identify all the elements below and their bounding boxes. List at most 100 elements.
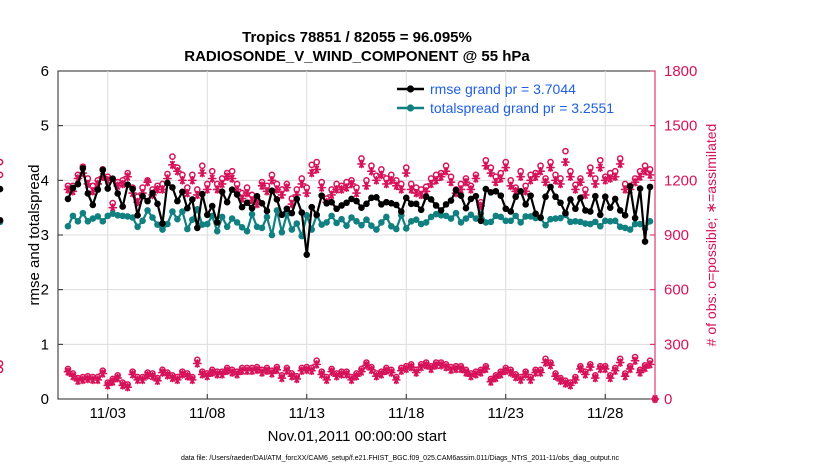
obs-low-possible-marker xyxy=(154,374,161,382)
obs-low-possible-marker xyxy=(149,370,156,377)
obs-low-possible-marker xyxy=(611,364,619,372)
obs-low-possible-marker xyxy=(253,363,261,371)
totalspread-point xyxy=(507,217,515,225)
rmse-point xyxy=(641,238,649,245)
rmse-point xyxy=(363,200,370,208)
obs-low-possible-marker xyxy=(477,366,485,374)
totalspread-point xyxy=(213,227,221,235)
obs-assimilated-marker xyxy=(531,172,540,182)
rmse-point xyxy=(472,192,480,200)
rmse-point xyxy=(567,196,574,203)
obs-possible-marker xyxy=(517,167,525,175)
rmse-point xyxy=(502,205,510,213)
totalspread-point xyxy=(104,212,112,220)
obs-assimilated-marker xyxy=(247,195,257,205)
totalspread-point xyxy=(333,219,340,227)
totalspread-point xyxy=(283,210,291,218)
totalspread-point xyxy=(223,223,231,231)
obs-low-assimilated-marker xyxy=(192,359,202,368)
obs-low-possible-marker xyxy=(268,367,276,375)
x-tick-label: 11/18 xyxy=(388,405,424,422)
obs-low-possible-marker xyxy=(99,367,107,375)
rmse-point xyxy=(582,207,589,214)
rmse-point xyxy=(412,200,420,208)
obs-possible-marker xyxy=(397,180,405,188)
x-tick-label: 11/13 xyxy=(289,405,325,422)
obs-possible-marker xyxy=(378,166,385,173)
totalspread-point xyxy=(542,221,549,229)
totalspread-point xyxy=(447,215,455,222)
rmse-point xyxy=(462,204,470,212)
totalspread-point xyxy=(74,218,82,225)
obs-assimilated-marker xyxy=(108,203,118,213)
rmse-point xyxy=(164,179,171,187)
rmse-point xyxy=(378,201,385,208)
obs-assimilated-marker xyxy=(516,172,526,182)
obs-assimilated-marker xyxy=(63,185,73,194)
obs-possible-marker xyxy=(437,169,445,177)
y-right-tick-label: 300 xyxy=(664,336,689,353)
totalspread-point xyxy=(412,216,420,223)
obs-assimilated-marker xyxy=(207,174,217,183)
rmse-point xyxy=(497,192,505,199)
totalspread-point xyxy=(323,219,330,226)
obs-possible-marker xyxy=(447,173,455,181)
rmse-point xyxy=(283,205,291,213)
obs-possible-marker xyxy=(119,176,127,184)
rmse-point xyxy=(358,204,365,211)
obs-low-assimilated-marker xyxy=(615,358,625,367)
obs-low-possible-marker xyxy=(552,370,559,377)
obs-assimilated-marker xyxy=(605,174,615,183)
rmse-point xyxy=(417,206,425,214)
y-left-tick-label: 5 xyxy=(41,118,49,135)
rmse-point xyxy=(288,209,296,217)
obs-low-possible-series xyxy=(0,353,654,388)
x-tick-label: 11/08 xyxy=(189,405,225,422)
rmse-point xyxy=(557,199,564,207)
rmse-point xyxy=(572,205,579,213)
y-axis-label-right: # of obs: o=possible; ∗=assimilated xyxy=(703,124,719,347)
rmse-point xyxy=(467,195,475,203)
footer-note: data file: /Users/raeder/DAI/ATM_forcXX/… xyxy=(181,455,620,462)
rmse-point xyxy=(626,183,634,190)
obs-low-possible-marker xyxy=(203,370,211,377)
totalspread-point xyxy=(572,218,579,225)
end-point-star xyxy=(650,394,660,404)
obs-possible-marker xyxy=(492,173,500,181)
obs-assimilated-marker xyxy=(177,175,187,185)
legend-marker-spread xyxy=(406,104,415,112)
obs-possible-marker xyxy=(601,173,609,181)
totalspread-point xyxy=(119,212,126,220)
obs-low-possible-marker xyxy=(109,375,117,383)
obs-assimilated-marker xyxy=(496,174,506,183)
rmse-point xyxy=(477,217,485,225)
rmse-point xyxy=(243,199,251,207)
obs-possible-marker xyxy=(387,171,395,179)
obs-low-possible-marker xyxy=(412,366,420,374)
obs-possible-marker xyxy=(537,162,544,170)
obs-assimilated-marker xyxy=(267,175,277,185)
rmse-point xyxy=(388,199,395,207)
obs-assimilated-marker xyxy=(73,174,83,183)
rmse-point xyxy=(0,216,4,224)
obs-low-possible-marker xyxy=(392,373,400,381)
rmse-point xyxy=(189,196,196,203)
rmse-point xyxy=(124,181,131,189)
obs-low-possible-marker xyxy=(174,373,181,381)
obs-assimilated-marker xyxy=(561,157,570,167)
x-tick-label: 11/23 xyxy=(488,405,524,422)
totalspread-point xyxy=(169,208,176,215)
obs-low-possible-marker xyxy=(442,361,450,368)
totalspread-point xyxy=(238,224,246,231)
rmse-point xyxy=(308,203,316,211)
totalspread-point xyxy=(353,218,360,225)
obs-low-possible-marker xyxy=(497,368,505,376)
totalspread-point xyxy=(592,218,599,226)
totalspread-point xyxy=(358,221,365,229)
obs-possible-marker xyxy=(243,184,251,191)
obs-low-possible-marker xyxy=(313,357,321,365)
rmse-point xyxy=(427,196,435,203)
totalspread-point xyxy=(616,223,624,231)
totalspread-point xyxy=(343,222,350,230)
rmse-point xyxy=(631,214,639,222)
